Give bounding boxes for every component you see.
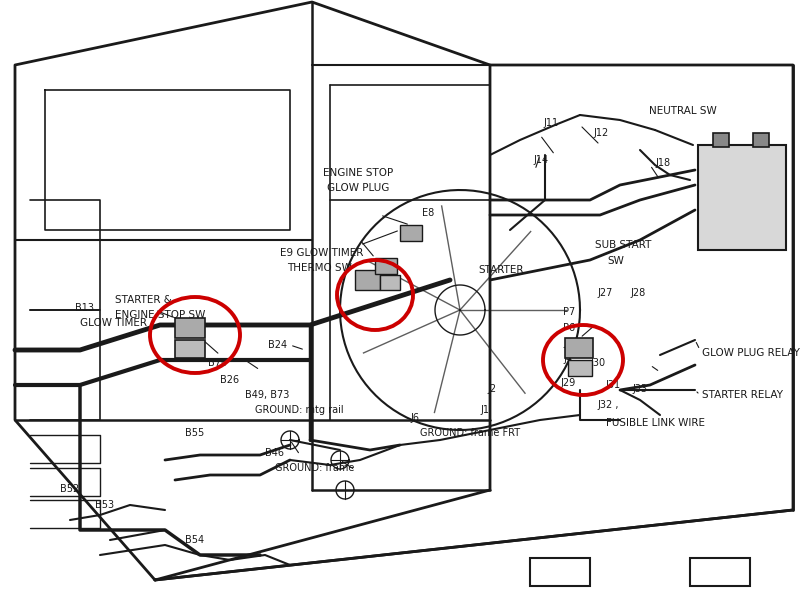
- Text: GLOW TIMER: GLOW TIMER: [80, 318, 147, 328]
- Text: B24: B24: [268, 340, 287, 350]
- Text: B46: B46: [265, 448, 284, 458]
- Text: J6: J6: [410, 413, 419, 423]
- Bar: [355, 270, 380, 290]
- Text: GROUND: mtg rail: GROUND: mtg rail: [255, 405, 344, 415]
- Text: J12: J12: [593, 128, 608, 138]
- Text: J32 ,: J32 ,: [597, 400, 618, 410]
- Text: J27: J27: [597, 288, 612, 298]
- Text: STARTER: STARTER: [478, 265, 523, 275]
- Text: SUB START: SUB START: [595, 240, 651, 250]
- Bar: [175, 318, 205, 338]
- Text: B53: B53: [95, 500, 114, 510]
- Bar: [400, 225, 422, 241]
- Text: STARTER &: STARTER &: [115, 295, 172, 305]
- Text: GROUND: frame FRT: GROUND: frame FRT: [420, 428, 520, 438]
- Text: B54: B54: [706, 565, 734, 579]
- Text: J3: J3: [563, 338, 572, 348]
- Text: SW: SW: [607, 256, 624, 266]
- Text: P6: P6: [563, 323, 575, 333]
- Bar: [530, 558, 590, 586]
- Text: E9 GLOW TIMER: E9 GLOW TIMER: [280, 248, 363, 258]
- Text: B13: B13: [75, 303, 94, 313]
- Text: STARTER RELAY: STARTER RELAY: [702, 390, 783, 400]
- Text: J28: J28: [630, 288, 646, 298]
- Text: E8: E8: [422, 208, 434, 218]
- Text: J33: J33: [632, 384, 647, 394]
- Bar: [175, 340, 205, 358]
- Bar: [690, 558, 750, 586]
- Text: FUSIBLE LINK WIRE: FUSIBLE LINK WIRE: [606, 418, 705, 428]
- Text: J14: J14: [533, 155, 548, 165]
- Text: B55: B55: [185, 428, 204, 438]
- Text: NEUTRAL SW: NEUTRAL SW: [649, 106, 717, 116]
- Text: B49, B73: B49, B73: [245, 390, 290, 400]
- Text: J18: J18: [655, 158, 670, 168]
- Text: GLOW PLUG: GLOW PLUG: [327, 183, 389, 193]
- Text: B52: B52: [60, 484, 79, 494]
- Text: P7: P7: [563, 307, 575, 317]
- Text: B70: B70: [208, 358, 227, 368]
- Bar: [713, 133, 729, 147]
- Text: J4: J4: [563, 354, 572, 364]
- Bar: [753, 133, 769, 147]
- Text: J30: J30: [590, 358, 605, 368]
- Bar: [698, 145, 786, 250]
- Text: B26: B26: [220, 375, 239, 385]
- Text: GLOW PLUG RELAY: GLOW PLUG RELAY: [702, 348, 800, 358]
- Bar: [380, 275, 400, 290]
- Text: J2: J2: [487, 384, 496, 394]
- Bar: [565, 338, 593, 358]
- Bar: [568, 360, 592, 376]
- Text: B53: B53: [546, 565, 574, 579]
- Bar: [375, 258, 397, 274]
- Text: J31: J31: [605, 380, 620, 390]
- Text: ENGINE STOP SW: ENGINE STOP SW: [115, 310, 206, 320]
- Text: THERMO SW: THERMO SW: [287, 263, 352, 273]
- Text: B54: B54: [185, 535, 204, 545]
- Text: J1: J1: [480, 405, 489, 415]
- Text: J29: J29: [560, 378, 575, 388]
- Text: J11: J11: [543, 118, 558, 128]
- Text: ENGINE STOP: ENGINE STOP: [323, 168, 393, 178]
- Text: GROUND: frame: GROUND: frame: [275, 463, 354, 473]
